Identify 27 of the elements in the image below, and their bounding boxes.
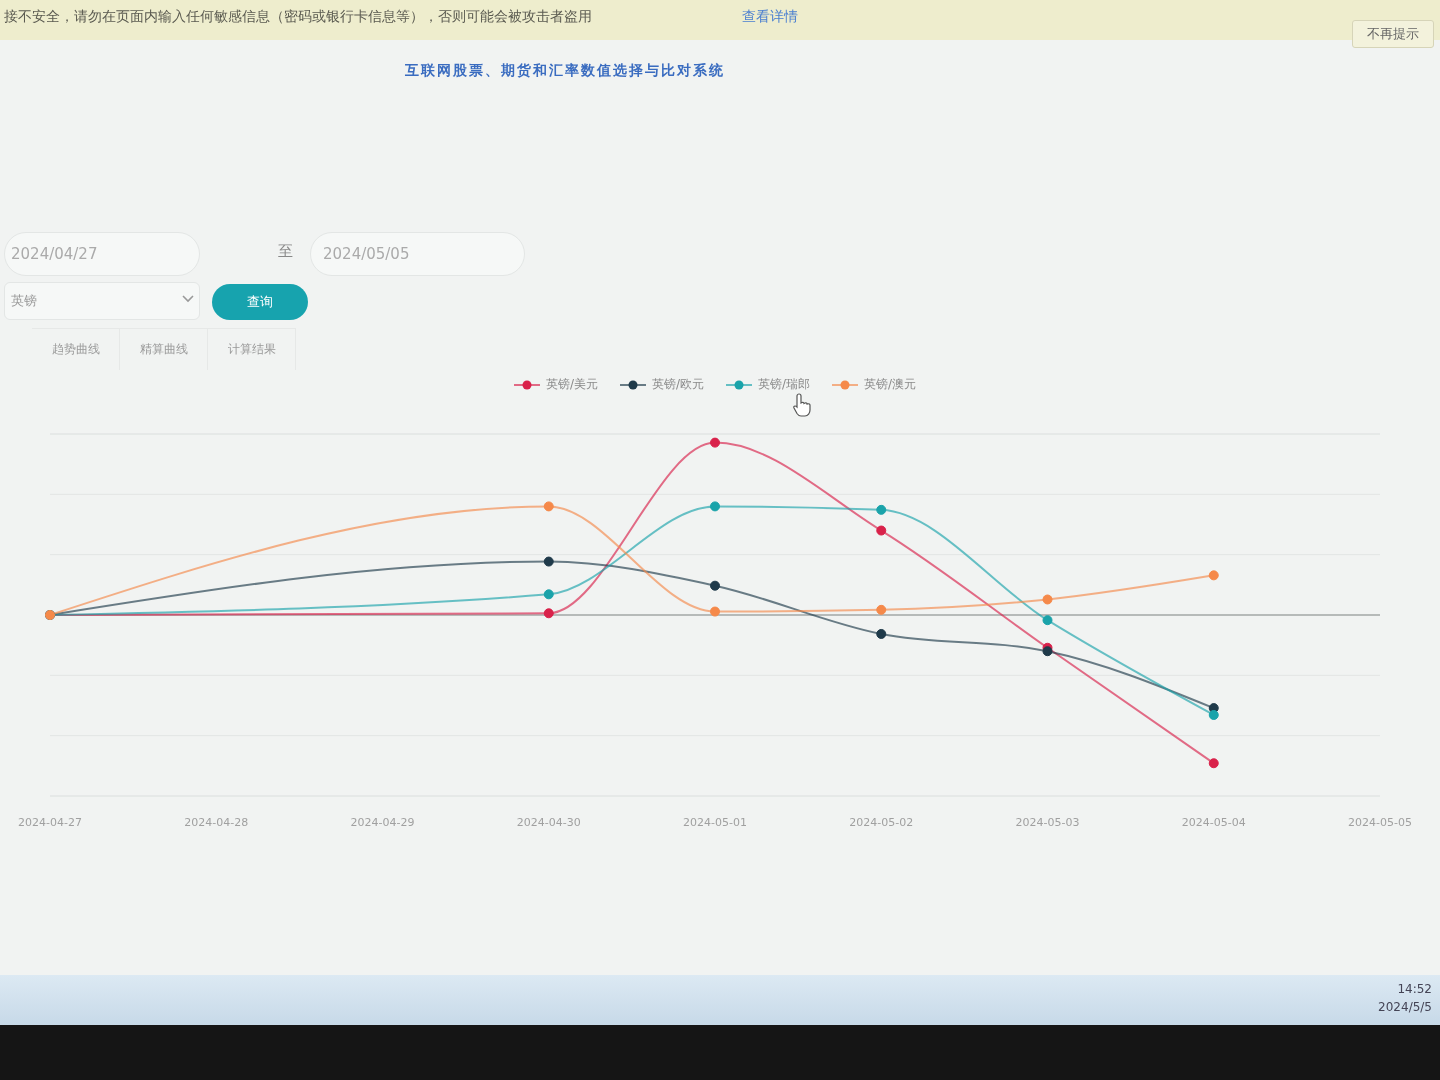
text: 2024/04/27 [4,232,200,276]
legend-label: 英镑/美元 [545,376,598,393]
x-tick-label: 2024-04-30 [516,815,581,829]
text: 至 [278,242,293,261]
legend-label: 英镑/澳元 [864,376,917,393]
legend-label: 英镑/欧元 [651,376,704,393]
x-tick-label: 2024-04-27 [18,815,82,829]
legend-label: 英镑/瑞郎 [758,376,811,393]
chart-title: 互联网股票、期货和汇率数值选择与比对系统 [404,62,726,80]
x-tick-label: 2024-04-28 [184,815,249,829]
x-tick-label: 2024-05-02 [849,815,914,829]
text: 不再提示 [1352,20,1434,48]
text: 查看详情 [742,8,798,26]
text: 精算曲线 [120,328,208,370]
text: 查询 [212,284,308,320]
text: 2024/05/05 [310,232,525,276]
x-tick-label: 2024-04-29 [350,815,415,829]
x-tick-label: 2024-05-01 [683,815,747,829]
x-tick-label: 2024-05-04 [1181,815,1246,829]
text: 英镑 [4,282,200,320]
text: 接不安全，请勿在页面内输入任何敏感信息（密码或银行卡信息等），否则可能会被攻击者盗用 [4,8,592,26]
text: 趋势曲线 [32,328,120,370]
text: 2024/5/5 [1378,999,1432,1016]
text: 计算结果 [208,328,296,370]
x-tick-label: 2024-05-05 [1348,815,1412,829]
x-tick-label: 2024-05-03 [1015,815,1080,829]
text: 14:52 [1396,981,1432,998]
